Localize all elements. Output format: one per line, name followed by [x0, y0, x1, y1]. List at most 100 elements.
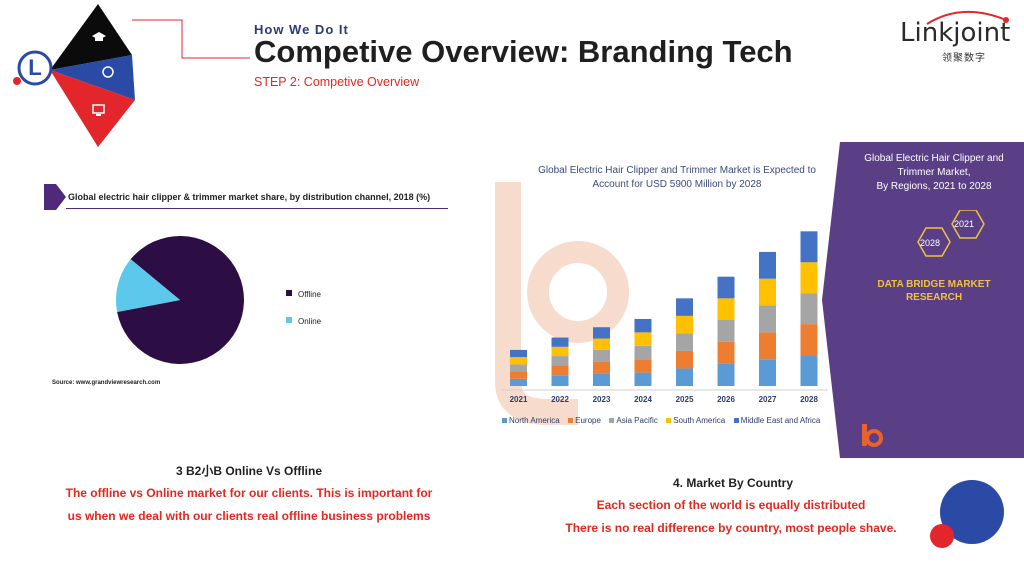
panel-arrow	[822, 142, 842, 458]
legend-swatch-offline	[286, 289, 292, 296]
bar-segment	[676, 298, 693, 316]
legend-label: Asia Pacific	[616, 416, 658, 425]
brand-circle	[17, 50, 53, 86]
pie-chart-title: Global electric hair clipper & trimmer m…	[68, 192, 431, 202]
bar-chart-title-line1: Global Electric Hair Clipper and Trimmer…	[538, 165, 816, 176]
corner-circles	[930, 480, 1004, 548]
x-tick-label: 2021	[510, 395, 528, 404]
right-caption-title: 4. Market By Country	[672, 476, 794, 490]
x-tick-label: 2025	[676, 395, 694, 404]
bar-segment	[676, 350, 693, 369]
panel-heading-line3: By Regions, 2021 to 2028	[876, 181, 992, 192]
bar-segment	[551, 365, 569, 376]
legend-label-offline: Offline	[298, 290, 321, 299]
graduation-cap-icon	[92, 32, 106, 41]
bar-segment	[759, 305, 776, 333]
legend-swatch-online	[286, 316, 292, 323]
pie-source: Source: www.grandviewresearch.com	[52, 380, 161, 386]
legend-label: South America	[673, 416, 726, 425]
bar-segment	[717, 320, 735, 342]
bar-segment	[800, 355, 818, 386]
bar-segment	[759, 359, 776, 386]
bar-legend: North America Europe Asia Pacific South …	[502, 410, 842, 428]
bar-chart-title-line2: Account for USD 5900 Million by 2028	[592, 179, 762, 190]
header-accent	[44, 184, 66, 210]
bar-segment	[717, 363, 735, 386]
bar-segment	[510, 364, 527, 372]
bar-segment	[593, 361, 610, 374]
hex-label-2028: 2028	[920, 238, 941, 248]
bar-segment	[800, 231, 818, 263]
panel-brand: DATA BRIDGE MARKET RESEARCH	[846, 278, 1022, 304]
bar-segment	[717, 298, 735, 320]
right-caption-line2: There is no real difference by country, …	[565, 521, 897, 535]
bar-segment	[551, 356, 569, 366]
legend-swatch	[666, 418, 672, 424]
bar-segment	[634, 345, 652, 360]
brand-dot	[13, 77, 21, 85]
connector-line	[132, 19, 250, 59]
bar-segment	[759, 332, 776, 360]
bar-chart-area: Global Electric Hair Clipper and Trimmer…	[488, 142, 840, 458]
panel-brand-line1: DATA BRIDGE MARKET	[877, 279, 991, 290]
bar-segment	[593, 338, 610, 350]
left-caption-line2: us when we deal with our clients real of…	[67, 509, 431, 523]
legend-label: Europe	[575, 416, 601, 425]
bar-segment	[800, 262, 818, 294]
bar-segment	[676, 333, 693, 351]
panel-heading: Global Electric Hair Clipper and Trimmer…	[846, 152, 1022, 194]
legend-item-north-america: North America	[502, 416, 560, 425]
bar-segment	[634, 359, 652, 373]
x-tick-label: 2026	[717, 395, 735, 404]
logo-chinese: 领聚数字	[942, 53, 986, 64]
x-tick-label: 2027	[759, 395, 777, 404]
legend-label: Middle East and Africa	[740, 416, 821, 425]
right-caption-line1: Each section of the world is equally dis…	[596, 498, 866, 512]
legend-item-asia-pacific: Asia Pacific	[605, 416, 658, 425]
legend-swatch	[502, 418, 507, 424]
blue-circle	[940, 480, 1004, 544]
bar-segment	[634, 372, 652, 386]
page-title: Competive Overview: Branding Tech	[254, 34, 793, 69]
bar-segment	[759, 278, 776, 306]
bar-segment	[510, 349, 527, 358]
x-tick-label: 2023	[593, 395, 611, 404]
panel-heading-line1: Global Electric Hair Clipper and	[864, 153, 1004, 164]
pie-chart-header: Global electric hair clipper & trimmer m…	[44, 184, 448, 210]
stacked-bar-chart: 2021 2022 2023 2024 2025 2026 2027 2028	[502, 231, 828, 404]
corner-decoration	[13, 4, 250, 147]
left-caption-line1: The offline vs Online market for our cli…	[65, 486, 433, 500]
bar-segment	[759, 251, 776, 279]
bar-segment	[551, 375, 569, 386]
legend-label-online: Online	[298, 317, 322, 326]
bar-segment	[634, 332, 652, 346]
legend-swatch	[609, 418, 615, 424]
legend-item-online: Online	[286, 311, 321, 329]
pie-legend: Offline Online	[286, 284, 321, 329]
bar-chart-title: Global Electric Hair Clipper and Trimmer…	[512, 164, 842, 192]
x-tick-label: 2028	[800, 395, 818, 404]
logo-wordmark: Linkjoint	[900, 18, 1011, 48]
step-subtitle: STEP 2: Competive Overview	[254, 75, 420, 89]
bar-segment	[551, 337, 569, 347]
hex-label-2021: 2021	[954, 219, 975, 229]
logo-arc-icon	[926, 11, 1009, 25]
bar-segment	[510, 371, 527, 379]
legend-item-south-america: South America	[662, 416, 725, 425]
monitor-icon	[92, 104, 105, 116]
info-panel: Global Electric Hair Clipper and Trimmer…	[822, 142, 1024, 458]
panel-heading-line2: Trimmer Market,	[897, 167, 971, 178]
x-tick-label: 2024	[634, 395, 652, 404]
bar-segment	[593, 349, 610, 362]
brand-letter: L	[28, 55, 42, 80]
bar-segment	[634, 318, 652, 333]
pie-chart	[116, 236, 244, 364]
panel-brand-line2: RESEARCH	[905, 292, 963, 303]
black-triangle	[50, 4, 132, 70]
left-caption-title: 3 B2小B Online Vs Offline	[175, 464, 323, 478]
legend-item-europe: Europe	[564, 416, 601, 425]
header-rule	[66, 208, 448, 209]
bar-segment	[800, 324, 818, 356]
palette-icon	[102, 66, 114, 78]
bar-segment	[510, 378, 527, 386]
